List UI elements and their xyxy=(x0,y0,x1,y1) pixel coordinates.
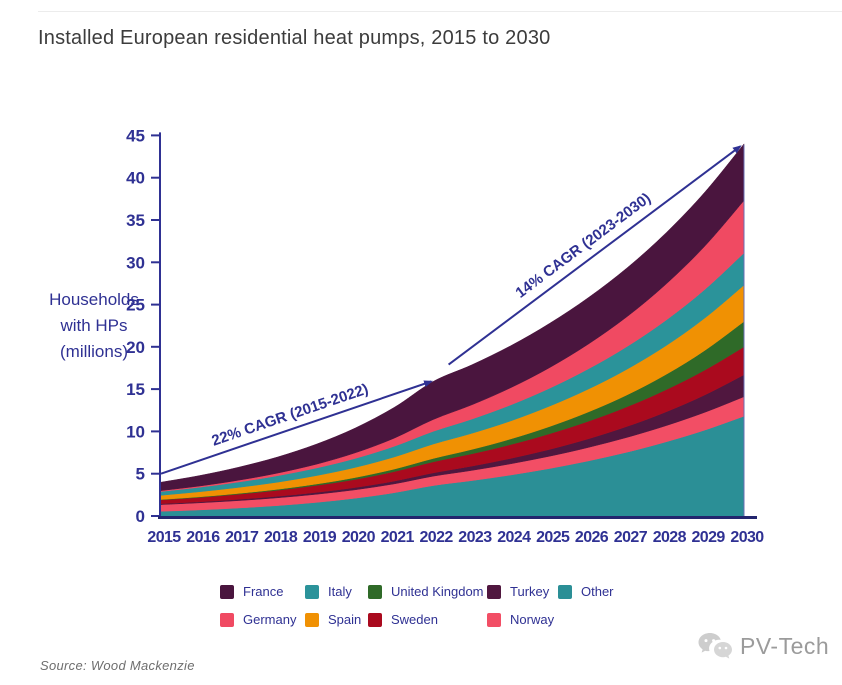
x-tick-label: 2027 xyxy=(614,529,648,546)
x-tick-label: 2023 xyxy=(458,529,492,546)
legend-item-sweden: Sweden xyxy=(368,612,438,627)
legend-swatch xyxy=(368,584,382,599)
watermark-text: PV-Tech xyxy=(740,632,830,659)
legend-swatch xyxy=(487,612,501,627)
legend-swatch xyxy=(487,584,501,599)
x-tick-label: 2022 xyxy=(419,529,453,546)
legend-label: Other xyxy=(581,584,614,599)
x-tick-label: 2024 xyxy=(497,529,531,546)
x-tick-label: 2016 xyxy=(186,529,220,546)
x-tick-label: 2029 xyxy=(691,529,725,546)
legend-swatch xyxy=(305,584,319,599)
legend-item-germany: Germany xyxy=(220,612,296,627)
chart-areas xyxy=(160,143,745,517)
x-tick-label: 2020 xyxy=(342,529,376,546)
x-tick-label: 2021 xyxy=(381,529,415,546)
x-tick-label: 2026 xyxy=(575,529,609,546)
y-tick-label: 40 xyxy=(126,169,145,188)
legend-item-other: Other xyxy=(558,584,614,599)
legend-label: Turkey xyxy=(510,584,550,599)
y-tick-label: 30 xyxy=(126,253,145,272)
wechat-icon xyxy=(698,633,732,659)
legend-label: Norway xyxy=(510,612,555,627)
y-tick-label: 35 xyxy=(126,211,145,230)
y-axis-label: Households with HPs (millions) xyxy=(38,287,150,365)
x-tick-label: 2017 xyxy=(225,529,259,546)
page-title: Installed European residential heat pump… xyxy=(38,27,551,49)
legend-item-spain: Spain xyxy=(305,612,361,627)
pv-tech-watermark: PV-Tech xyxy=(697,631,829,661)
x-tick-label: 2028 xyxy=(653,529,687,546)
legend-label: Spain xyxy=(328,612,362,627)
y-axis-label-line2: with HPs xyxy=(60,316,128,335)
y-tick-label: 45 xyxy=(126,126,145,145)
legend-label: France xyxy=(243,584,284,599)
y-axis-label-line3: (millions) xyxy=(60,342,128,361)
y-tick-label: 0 xyxy=(136,507,145,526)
x-tick-label: 2019 xyxy=(303,529,337,546)
legend-item-turkey: Turkey xyxy=(487,584,549,599)
legend-label: United Kingdom xyxy=(391,584,484,599)
legend-label: Sweden xyxy=(391,612,438,627)
legend-swatch xyxy=(220,584,234,599)
x-tick-label: 2025 xyxy=(536,529,570,546)
y-tick-label: 10 xyxy=(126,422,145,441)
legend-label: Germany xyxy=(243,612,297,627)
legend-item-norway: Norway xyxy=(487,612,554,627)
x-tick-label: 2030 xyxy=(730,529,764,546)
legend-item-italy: Italy xyxy=(305,584,352,599)
cagr-arrow-1 xyxy=(160,380,433,475)
cagr-arrow-2 xyxy=(448,145,742,366)
legend-label: Italy xyxy=(328,584,352,599)
y-tick-label: 25 xyxy=(126,296,145,315)
y-tick-label: 5 xyxy=(136,465,145,484)
source-note: Source: Wood Mackenzie xyxy=(40,658,195,673)
legend-swatch xyxy=(305,612,319,627)
legend-swatch xyxy=(558,584,572,599)
legend-item-united-kingdom: United Kingdom xyxy=(368,584,484,599)
legend-item-france: France xyxy=(220,584,283,599)
y-tick-label: 20 xyxy=(126,338,145,357)
x-tick-label: 2015 xyxy=(147,529,181,546)
legend-swatch xyxy=(368,612,382,627)
y-tick-label: 15 xyxy=(126,380,145,399)
y-axis-label-line1: Households xyxy=(49,290,139,309)
top-divider xyxy=(38,11,842,12)
legend-swatch xyxy=(220,612,234,627)
x-tick-label: 2018 xyxy=(264,529,298,546)
